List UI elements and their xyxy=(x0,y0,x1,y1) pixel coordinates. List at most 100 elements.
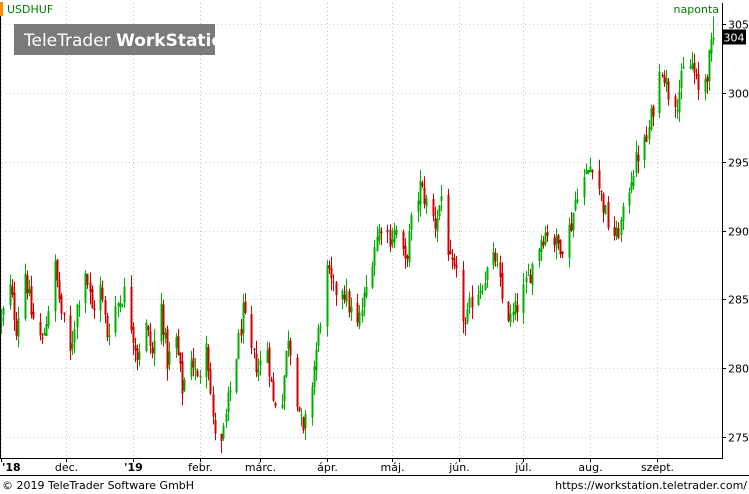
candle-down xyxy=(494,248,497,267)
candle-down xyxy=(298,406,301,412)
source-url-link[interactable]: https://workstation.teletrader.com/ xyxy=(555,479,747,492)
candle-down xyxy=(86,273,89,289)
candle-up xyxy=(522,272,525,324)
candle-up xyxy=(311,382,314,426)
candle-up xyxy=(281,394,284,410)
candle-up xyxy=(538,247,541,268)
price-tick-label: 290 xyxy=(728,226,749,239)
candle-up xyxy=(371,261,374,290)
candle-down xyxy=(89,272,92,305)
candle-up xyxy=(361,297,364,323)
candle-up xyxy=(257,358,260,382)
candle-down xyxy=(546,224,549,242)
candle-up xyxy=(417,192,420,223)
candle-down xyxy=(432,193,435,222)
candle-up xyxy=(153,328,156,366)
candle-down xyxy=(471,285,474,319)
candle-up xyxy=(410,212,413,241)
candle-down xyxy=(212,386,215,425)
candle-down xyxy=(652,104,655,127)
candle-down xyxy=(253,347,256,359)
candle-up xyxy=(99,276,102,322)
time-tick-label: '18 xyxy=(2,461,21,474)
candle-up xyxy=(365,274,368,299)
candle-up xyxy=(635,140,638,178)
price-axis: 275 280 285 290 295 300 305 xyxy=(722,19,749,445)
candle-down xyxy=(332,274,335,292)
candle-up xyxy=(71,330,74,355)
candle-up xyxy=(712,16,715,45)
candle-down xyxy=(289,337,292,366)
candle-up xyxy=(477,285,480,306)
time-tick-label: dec. xyxy=(55,461,78,474)
candle-up xyxy=(440,184,443,212)
candle-up xyxy=(481,284,484,295)
candle-down xyxy=(296,353,299,412)
candle-down xyxy=(93,300,96,319)
candle-down xyxy=(553,234,556,253)
candle-up xyxy=(376,226,379,252)
candle-up xyxy=(589,157,592,173)
candle-up xyxy=(587,169,590,175)
candle-up xyxy=(28,279,31,297)
candle-up xyxy=(194,358,197,381)
copyright-text: © 2019 TeleTrader Software GmbH xyxy=(2,479,194,492)
candle-down xyxy=(30,275,33,319)
candle-down xyxy=(598,159,601,196)
candle-down xyxy=(63,312,66,323)
candle-up xyxy=(242,293,245,344)
candle-up xyxy=(615,220,618,240)
candle-up xyxy=(620,216,623,243)
candle-up xyxy=(205,335,208,389)
candle-up xyxy=(123,277,126,308)
candle-up xyxy=(650,104,653,132)
candle-down xyxy=(557,234,560,250)
candle-up xyxy=(164,327,167,344)
candle-down xyxy=(380,227,383,246)
candle-down xyxy=(343,285,346,304)
candle-down xyxy=(542,236,545,249)
time-tick-label: márc. xyxy=(245,461,276,474)
candle-up xyxy=(540,234,543,261)
time-tick-label: '19 xyxy=(124,461,143,474)
candle-up xyxy=(393,222,396,249)
candle-up xyxy=(585,163,588,175)
candle-down xyxy=(674,93,677,118)
candle-up xyxy=(117,301,120,318)
candle-up xyxy=(574,191,577,212)
candle-down xyxy=(177,329,180,356)
candle-up xyxy=(190,350,193,380)
candle-up xyxy=(319,322,322,334)
candle-up xyxy=(665,69,668,92)
candle-up xyxy=(648,120,651,145)
candle-down xyxy=(60,292,63,320)
ticker-color-bar xyxy=(0,2,3,16)
candle-down xyxy=(134,337,137,363)
candle-down xyxy=(561,251,564,259)
candle-up xyxy=(486,266,489,288)
candle-up xyxy=(658,64,661,119)
candle-down xyxy=(132,322,135,356)
symbol-label[interactable]: USDHUF xyxy=(7,3,53,16)
time-axis: '18 dec. '19 febr. márc. ápr. máj. jún. júl. aug.… xyxy=(1,458,674,474)
time-tick-label: szept. xyxy=(641,461,674,474)
watermark-badge xyxy=(14,24,215,55)
candle-down xyxy=(697,62,700,100)
candle-down xyxy=(516,293,519,322)
interval-label[interactable]: naponta xyxy=(674,3,719,16)
candle-up xyxy=(183,377,186,393)
candle-up xyxy=(317,323,320,353)
candle-up xyxy=(54,254,57,322)
candle-down xyxy=(101,280,104,303)
candle-up xyxy=(175,333,178,358)
candle-up xyxy=(678,79,681,122)
candle-up xyxy=(630,171,633,194)
candle-down xyxy=(214,412,217,441)
candle-down xyxy=(695,68,698,80)
candle-down xyxy=(147,324,150,337)
candle-up xyxy=(568,217,571,268)
candle-down xyxy=(607,196,610,231)
candle-down xyxy=(220,433,223,454)
candle-down xyxy=(151,342,154,359)
